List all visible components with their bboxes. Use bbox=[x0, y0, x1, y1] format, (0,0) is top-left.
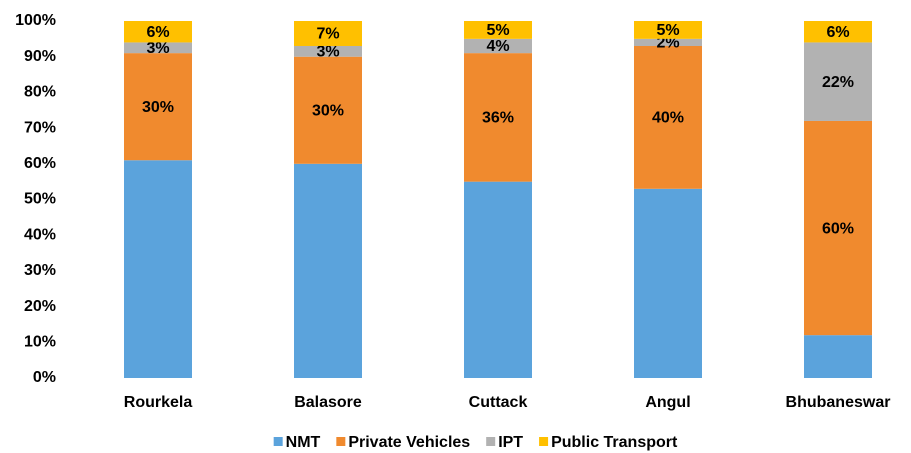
data-label: 5% bbox=[656, 22, 679, 39]
bar-segment bbox=[124, 42, 192, 54]
bar-segment bbox=[124, 21, 192, 43]
bar-segment bbox=[294, 45, 362, 57]
data-label: 5% bbox=[486, 22, 509, 39]
legend-swatch bbox=[336, 437, 346, 446]
bar-segment bbox=[464, 181, 532, 378]
bar-segment bbox=[634, 188, 702, 378]
x-tick-label: Rourkela bbox=[124, 394, 193, 411]
y-tick-label: 50% bbox=[24, 191, 56, 208]
bar-segment bbox=[124, 160, 192, 378]
bar-segment bbox=[464, 53, 532, 182]
bar-segment bbox=[294, 56, 362, 164]
data-label: 3% bbox=[146, 40, 169, 57]
data-label: 4% bbox=[486, 38, 509, 55]
y-tick-label: 70% bbox=[24, 119, 56, 136]
x-tick-label: Bhubaneswar bbox=[786, 394, 891, 411]
data-label: 40% bbox=[652, 110, 684, 127]
bar-segment bbox=[124, 53, 192, 161]
data-label: 2% bbox=[656, 35, 679, 52]
y-tick-label: 100% bbox=[15, 12, 56, 29]
y-tick-label: 30% bbox=[24, 262, 56, 279]
bar-segment bbox=[464, 38, 532, 54]
y-tick-label: 0% bbox=[33, 369, 56, 386]
legend-label: IPT bbox=[498, 434, 523, 451]
bar-segment bbox=[464, 21, 532, 39]
legend-swatch bbox=[273, 437, 283, 446]
y-tick-label: 40% bbox=[24, 226, 56, 243]
bar-segment bbox=[804, 21, 872, 43]
data-label: 7% bbox=[316, 26, 339, 43]
bar-segment bbox=[634, 21, 702, 39]
bar-segment bbox=[804, 335, 872, 378]
legend-swatch bbox=[539, 437, 549, 446]
data-label: 6% bbox=[826, 24, 849, 41]
data-label: 6% bbox=[146, 24, 169, 41]
data-label: 22% bbox=[822, 74, 854, 91]
x-tick-label: Balasore bbox=[294, 394, 362, 411]
y-tick-label: 60% bbox=[24, 155, 56, 172]
x-tick-label: Cuttack bbox=[469, 394, 528, 411]
bar-segment bbox=[804, 42, 872, 121]
legend-label: NMT bbox=[286, 434, 321, 451]
bar-segment bbox=[294, 163, 362, 378]
data-label: 36% bbox=[482, 110, 514, 127]
bar-segment bbox=[804, 120, 872, 336]
data-label: 30% bbox=[142, 99, 174, 116]
y-tick-label: 90% bbox=[24, 48, 56, 65]
data-label: 60% bbox=[822, 220, 854, 237]
legend-label: Private Vehicles bbox=[348, 434, 470, 451]
x-tick-label: Angul bbox=[645, 394, 690, 411]
legend-label: Public Transport bbox=[551, 434, 678, 451]
bar-segment bbox=[294, 21, 362, 46]
y-tick-label: 20% bbox=[24, 298, 56, 315]
data-label: 30% bbox=[312, 102, 344, 119]
bar-segment bbox=[634, 38, 702, 46]
y-tick-label: 80% bbox=[24, 84, 56, 101]
bar-segment bbox=[634, 45, 702, 189]
y-tick-label: 10% bbox=[24, 334, 56, 351]
data-label: 3% bbox=[316, 44, 339, 61]
legend-swatch bbox=[486, 437, 496, 446]
